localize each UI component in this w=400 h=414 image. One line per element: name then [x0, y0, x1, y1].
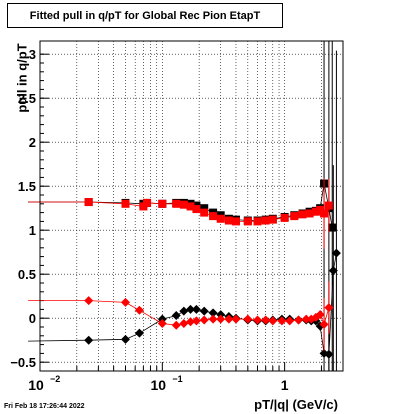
data-point-diamond [224, 314, 234, 324]
x-tick-label: 10 [151, 377, 167, 393]
y-tick-label: 1.5 [18, 179, 36, 194]
data-point-diamond [331, 248, 341, 258]
data-point-diamond [120, 297, 130, 307]
data-point-square [200, 204, 209, 213]
data-point-diamond [277, 316, 287, 326]
data-point-diamond [243, 314, 253, 324]
data-point-diamond [199, 315, 209, 325]
data-point-diamond [171, 320, 181, 330]
data-point-square [320, 209, 329, 218]
data-point-diamond [324, 303, 334, 313]
timestamp: Fri Feb 18 17:26:44 2022 [4, 403, 85, 410]
data-point-diamond [294, 315, 304, 325]
data-point-square [209, 212, 218, 221]
data-point-square [172, 199, 181, 208]
x-axis-label: pT/|q| (GeV/c) [254, 397, 338, 412]
data-point-diamond [179, 306, 189, 316]
data-point-diamond [186, 304, 196, 314]
data-point-square [261, 216, 270, 225]
data-point-diamond [253, 315, 263, 325]
data-point-square [328, 223, 337, 232]
data-point-diamond [285, 316, 295, 326]
data-point-diamond [84, 296, 94, 306]
x-tick-label: 10 [28, 377, 44, 393]
y-axis-label: pull in q/pT [14, 43, 30, 113]
data-point-square [158, 199, 167, 208]
y-tick-label: 0.5 [18, 267, 36, 282]
data-point-square [298, 210, 307, 219]
y-tick-label: −0.5 [10, 355, 36, 370]
plot-border [39, 40, 344, 372]
x-tick-exponent: −1 [172, 374, 182, 384]
y-tick-label: 1 [29, 223, 36, 238]
x-tick-label: 1 [281, 377, 289, 393]
data-point-square [311, 207, 320, 216]
data-point-square [192, 205, 201, 214]
y-tick-label: 2.5 [18, 91, 36, 106]
data-point-square [290, 212, 299, 221]
data-point-square [231, 217, 240, 226]
data-point-diamond [134, 328, 144, 338]
data-point-diamond [120, 334, 130, 344]
data-point-square [216, 214, 225, 223]
data-point-diamond [216, 314, 226, 324]
data-point-diamond [134, 305, 144, 315]
data-point-square [84, 198, 93, 207]
data-point-diamond [315, 310, 325, 320]
data-point-diamond [84, 335, 94, 345]
data-point-square [179, 200, 188, 209]
data-point-diamond [231, 314, 241, 324]
x-tick-exponent: −2 [50, 374, 60, 384]
data-point-square [253, 217, 262, 226]
data-point-square [143, 198, 152, 207]
data-point-square [280, 213, 289, 222]
data-point-diamond [199, 306, 209, 316]
data-point-diamond [186, 317, 196, 327]
data-point-square [243, 217, 252, 226]
data-point-square [186, 202, 195, 211]
data-point-diamond [208, 314, 218, 324]
data-point-diamond [301, 314, 311, 324]
data-point-diamond [191, 316, 201, 326]
data-point-square [224, 216, 233, 225]
data-point-square [268, 215, 277, 224]
data-point-diamond [328, 266, 338, 276]
y-tick-label: 0 [29, 311, 36, 326]
y-tick-label: 3 [29, 47, 36, 62]
data-point-square [200, 208, 209, 217]
chart-title: Fitted pull in q/pT for Global Rec Pion … [7, 3, 283, 28]
data-point-square [305, 209, 314, 218]
data-point-diamond [261, 315, 271, 325]
data-point-diamond [208, 308, 218, 318]
data-point-diamond [191, 304, 201, 314]
data-point-diamond [324, 349, 334, 359]
y-tick-label: 2 [29, 135, 36, 150]
data-point-diamond [157, 318, 167, 328]
data-point-diamond [171, 311, 181, 321]
data-point-diamond [319, 319, 329, 329]
data-point-square [121, 199, 130, 208]
data-point-square [324, 201, 333, 210]
data-point-diamond [268, 316, 278, 326]
data-point-diamond [179, 318, 189, 328]
